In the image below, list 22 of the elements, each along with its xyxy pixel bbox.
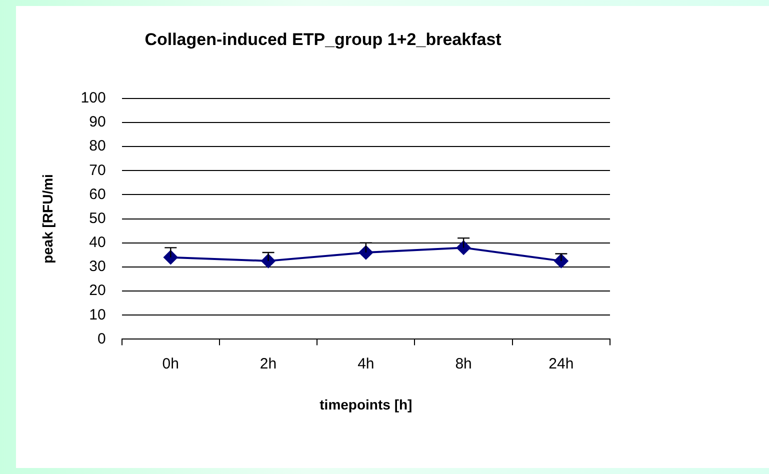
y-tick-label: 20: [89, 282, 106, 300]
y-tick-label: 100: [80, 90, 106, 107]
x-axis-title: timepoints [h]: [320, 396, 412, 412]
y-tick-label: 0: [97, 330, 106, 348]
y-tick-label: 10: [89, 306, 106, 324]
y-tick-label: 50: [89, 210, 106, 227]
y-tick-label: 80: [89, 138, 106, 155]
y-tick-label: 90: [89, 114, 106, 131]
y-tick-label: 60: [89, 186, 106, 203]
y-tick-label: 70: [89, 162, 106, 179]
x-tick-label: 8h: [455, 355, 472, 372]
x-tick-label: 24h: [548, 355, 574, 372]
point: [164, 250, 178, 264]
x-tick-label: 4h: [358, 355, 374, 372]
point: [358, 246, 373, 260]
x-tick-label: 2h: [260, 355, 277, 372]
y-axis-title: peak [RFU/mi: [39, 174, 56, 264]
y-tick-label: 40: [89, 234, 106, 252]
x-tick-label: 0h: [162, 355, 179, 372]
chart-title: Collagen-induced ETP_group 1+2_breakfast: [144, 30, 502, 49]
point: [456, 240, 471, 255]
y-tick-label: 30: [89, 258, 106, 276]
